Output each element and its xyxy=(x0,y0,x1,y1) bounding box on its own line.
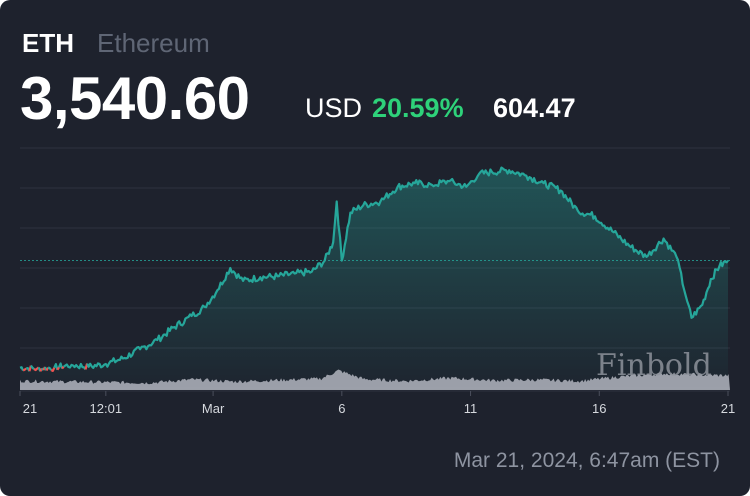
volume-bars xyxy=(20,369,730,390)
price-line-up xyxy=(30,364,35,370)
x-tick-label: 16 xyxy=(592,401,606,416)
change-value: 604.47 xyxy=(493,93,576,123)
current-price: 3,540.60 xyxy=(20,65,250,132)
price-line-down xyxy=(22,367,27,372)
price-series xyxy=(19,166,729,372)
asset-name: Ethereum xyxy=(97,28,210,58)
x-tick-label: 6 xyxy=(338,401,345,416)
ticker-symbol: ETH xyxy=(22,28,74,58)
price-line-up xyxy=(86,166,729,369)
price-line-down xyxy=(50,367,56,372)
price-line-up xyxy=(47,366,53,371)
price-line-down xyxy=(56,366,60,371)
change-percent: 20.59% xyxy=(372,93,464,123)
x-tick-label: 11 xyxy=(464,401,478,416)
price-line-up xyxy=(53,363,59,371)
x-tick-label: Mar xyxy=(202,401,225,416)
price-line-up xyxy=(63,362,87,371)
x-tick-label: 12:01 xyxy=(90,401,123,416)
price-area-fill xyxy=(20,167,728,388)
x-axis: 21 12:01 Mar 6 11 16 21 xyxy=(19,390,735,416)
x-tick-label: 21 xyxy=(23,401,37,416)
price-line-down xyxy=(61,365,65,370)
price-line-up xyxy=(19,366,25,372)
watermark-logo: Finbold xyxy=(596,348,712,383)
price-line-down xyxy=(45,367,50,372)
price-line-up xyxy=(57,362,64,369)
x-tick-label: 21 xyxy=(721,401,735,416)
volume-area xyxy=(20,369,730,390)
currency-label: USD xyxy=(305,93,363,123)
timestamp: Mar 21, 2024, 6:47am (EST) xyxy=(453,449,720,472)
